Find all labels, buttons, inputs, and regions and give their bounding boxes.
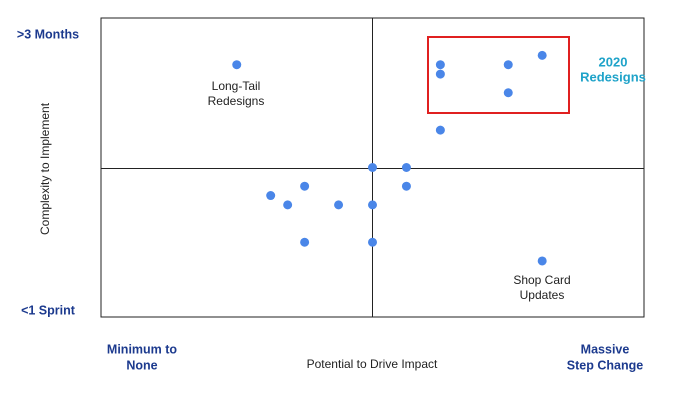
data-point — [537, 256, 547, 266]
x-axis-title: Potential to Drive Impact — [307, 357, 438, 371]
y-axis-title: Complexity to Implement — [38, 102, 52, 235]
data-point — [368, 163, 377, 172]
data-point — [283, 200, 293, 210]
data-point — [334, 200, 344, 210]
data-point — [232, 60, 242, 70]
annotation: Shop Card — [513, 273, 570, 287]
data-point — [435, 69, 445, 79]
data-point — [435, 125, 445, 135]
annotation: Long-Tail — [212, 79, 261, 93]
data-point — [401, 181, 411, 191]
y-top-label: >3 Months — [17, 27, 79, 41]
annotation: 2020 — [599, 54, 628, 69]
x-left-label: Minimum to — [107, 342, 177, 356]
data-point — [300, 181, 310, 191]
annotation: Redesigns — [208, 94, 265, 108]
x-left-label: None — [126, 358, 157, 372]
data-point — [368, 237, 377, 247]
data-point — [266, 191, 276, 201]
data-point — [503, 60, 513, 70]
data-point — [537, 50, 547, 60]
data-point — [503, 88, 513, 98]
data-point — [435, 60, 445, 70]
data-point — [401, 163, 411, 172]
data-point — [300, 237, 310, 247]
highlight-box — [427, 36, 570, 114]
annotation: Updates — [520, 288, 565, 302]
annotation: Redesigns — [580, 69, 646, 84]
data-point — [368, 200, 377, 210]
x-right-label: Step Change — [567, 358, 643, 372]
x-right-label: Massive — [581, 342, 630, 356]
y-bottom-label: <1 Sprint — [21, 303, 76, 317]
